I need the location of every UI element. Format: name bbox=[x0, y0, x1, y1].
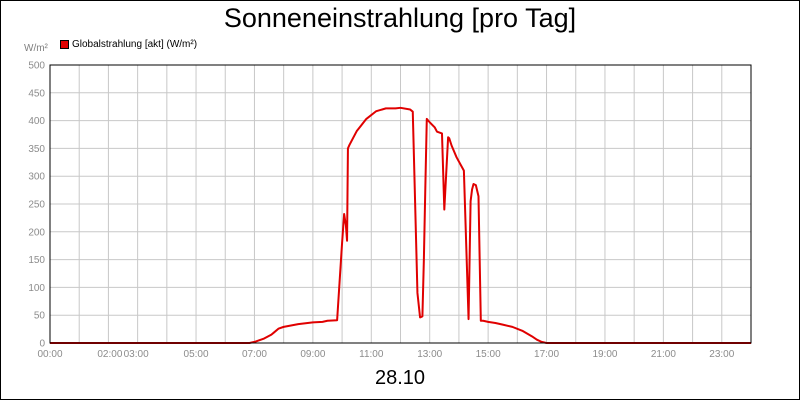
y-tick-label: 300 bbox=[28, 172, 45, 183]
y-tick-label: 150 bbox=[28, 255, 45, 266]
date-label: 28.10 bbox=[374, 367, 426, 389]
x-tick-label: 02:00 bbox=[97, 349, 122, 360]
legend-swatch bbox=[60, 40, 69, 49]
plot-area: 0 50 100 150 200 250 300 350 400 450 500 00:00 02:00… bbox=[28, 61, 752, 361]
y-axis-unit-label: W/m² bbox=[24, 43, 48, 54]
x-tick-label: 23:00 bbox=[709, 349, 734, 360]
y-tick-label: 200 bbox=[28, 227, 45, 238]
y-tick-label: 50 bbox=[34, 311, 46, 322]
series-line-globalstrahlung bbox=[50, 106, 751, 344]
y-tick-label: 500 bbox=[28, 61, 45, 72]
y-tick-label: 250 bbox=[28, 200, 45, 211]
x-tick-label: 09:00 bbox=[300, 349, 325, 360]
legend-label: Globalstrahlung [akt] (W/m²) bbox=[72, 39, 198, 50]
y-tick-label: 350 bbox=[28, 144, 45, 155]
x-tick-label: 13:00 bbox=[417, 349, 442, 360]
tick-layer: 0 50 100 150 200 250 300 350 400 450 500 00:00 02:00… bbox=[28, 61, 734, 361]
x-tick-label: 00:00 bbox=[37, 349, 62, 360]
x-tick-label: 21:00 bbox=[651, 349, 676, 360]
x-tick-label: 03:00 bbox=[124, 349, 149, 360]
grid-layer bbox=[49, 64, 752, 344]
line-layer bbox=[50, 106, 751, 344]
y-tick-label: 100 bbox=[28, 283, 45, 294]
x-tick-label: 15:00 bbox=[476, 349, 501, 360]
y-tick-label: 450 bbox=[28, 88, 45, 99]
plot-border bbox=[49, 64, 752, 344]
x-tick-label: 11:00 bbox=[359, 349, 384, 360]
x-tick-label: 17:00 bbox=[534, 349, 559, 360]
y-tick-label: 400 bbox=[28, 116, 45, 127]
legend: Globalstrahlung [akt] (W/m²) bbox=[60, 39, 197, 50]
x-tick-label: 07:00 bbox=[242, 349, 267, 360]
y-tick-label: 0 bbox=[39, 339, 45, 350]
chart-title: Sonneneinstrahlung [pro Tag] bbox=[223, 3, 577, 33]
x-tick-label: 19:00 bbox=[592, 349, 617, 360]
x-tick-label: 05:00 bbox=[184, 349, 209, 360]
